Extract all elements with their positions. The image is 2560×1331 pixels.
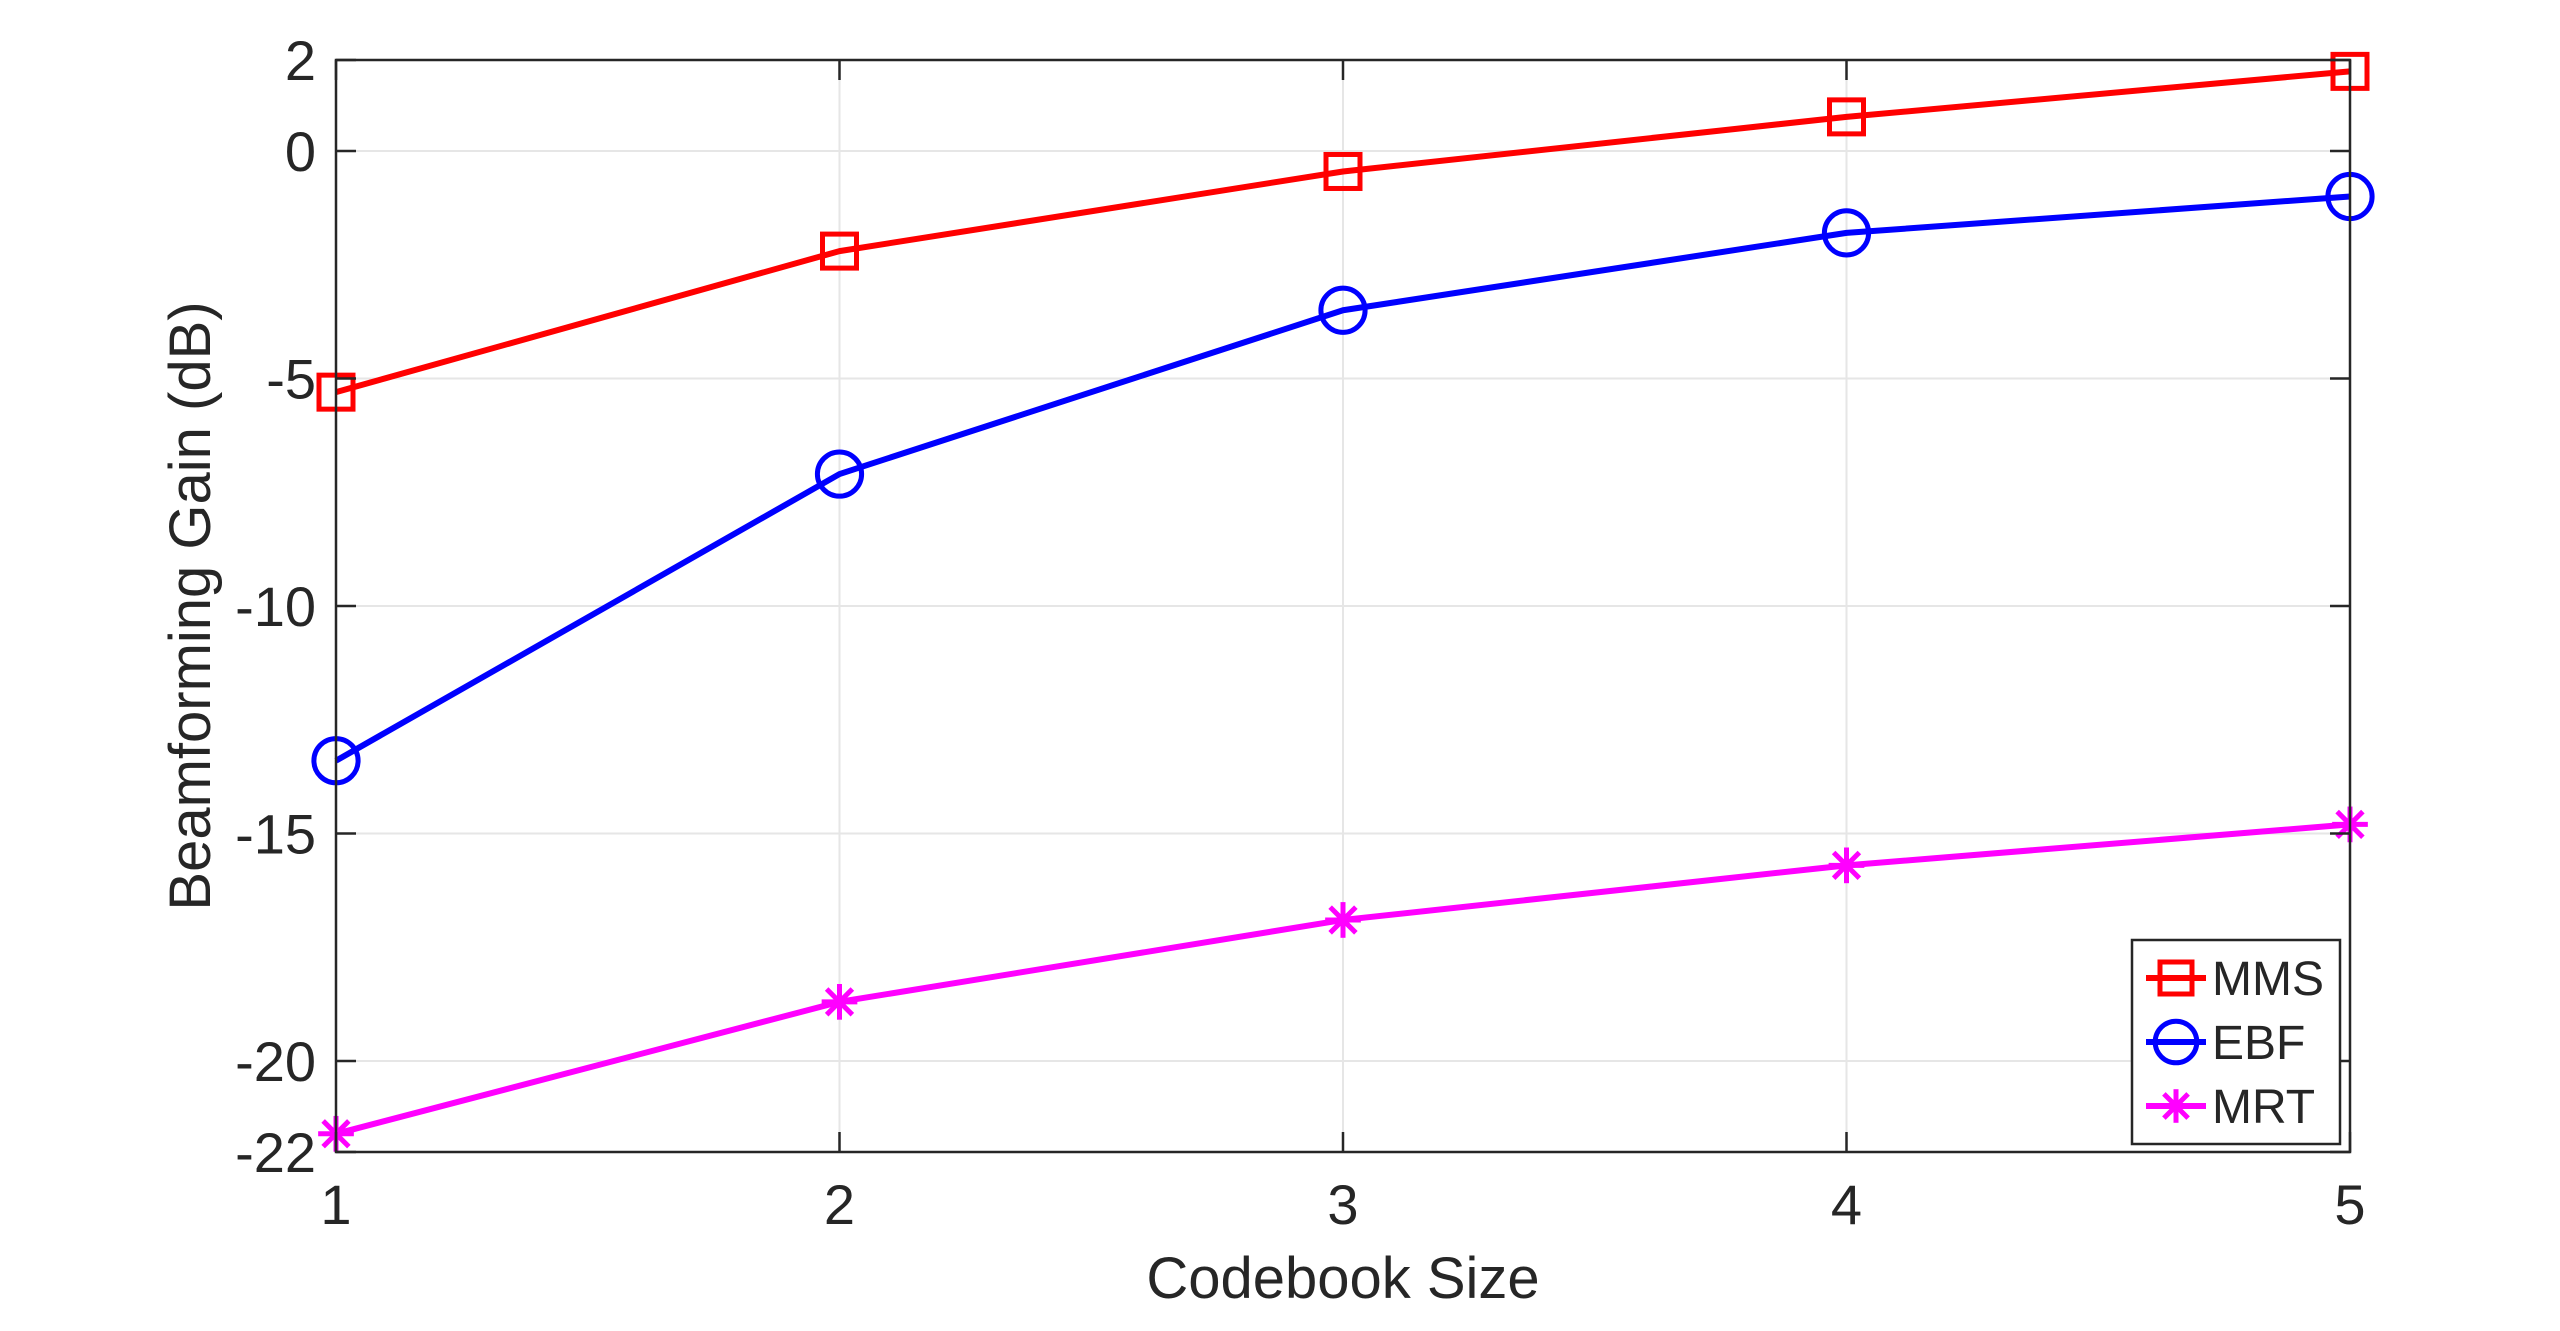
legend-entry-ebf: EBF [2146, 1017, 2305, 1070]
series-line-ebf [334, 193, 2351, 764]
data-point-circle [1821, 208, 1872, 258]
legend: MMS EBF MRT [2130, 938, 2342, 1146]
y-tick-label: 0 [285, 120, 316, 183]
data-point-square [2157, 959, 2195, 997]
x-tick-label: 4 [1831, 1173, 1862, 1236]
x-axis-title: Codebook Size [1146, 1246, 1539, 1311]
data-point-asterisk [821, 984, 858, 1020]
data-point-circle [2152, 1018, 2200, 1066]
data-point-square [1323, 151, 1363, 191]
legend-entry-mrt: MRT [2146, 1081, 2315, 1134]
data-point-asterisk [1325, 902, 1361, 938]
y-axis-title: Beamforming Gain (dB) [158, 301, 223, 910]
y-tick-label: -5 [266, 348, 316, 411]
legend-label: MMS [2212, 953, 2324, 1006]
y-tick-label: 2 [285, 29, 316, 92]
legend-entry-mms: MMS [2146, 953, 2324, 1006]
series-layer [311, 51, 2375, 1152]
data-point-circle [814, 449, 865, 499]
data-point-square [1827, 97, 1866, 137]
y-tick-label: -10 [235, 575, 316, 638]
data-point-asterisk [1828, 847, 1865, 884]
series-line-mms [335, 68, 2351, 396]
data-point-asterisk [2159, 1089, 2193, 1123]
legend-label: EBF [2212, 1017, 2305, 1070]
y-tick-label: -22 [235, 1121, 316, 1184]
x-tick-label: 1 [320, 1173, 351, 1236]
x-tick-label: 3 [1327, 1173, 1358, 1236]
data-point-square [820, 231, 859, 271]
data-point-circle [1318, 285, 1368, 335]
x-tick-label: 2 [824, 1173, 855, 1236]
y-tick-label: -20 [235, 1030, 316, 1093]
grid-lines [336, 60, 2350, 1152]
legend-label: MRT [2212, 1081, 2315, 1134]
y-tick-label: -15 [235, 803, 316, 866]
x-tick-label: 5 [2334, 1173, 2365, 1236]
axis-ticks: 1 2 3 4 5 -22 -20 -15 -10 -5 0 2 [235, 29, 2366, 1236]
